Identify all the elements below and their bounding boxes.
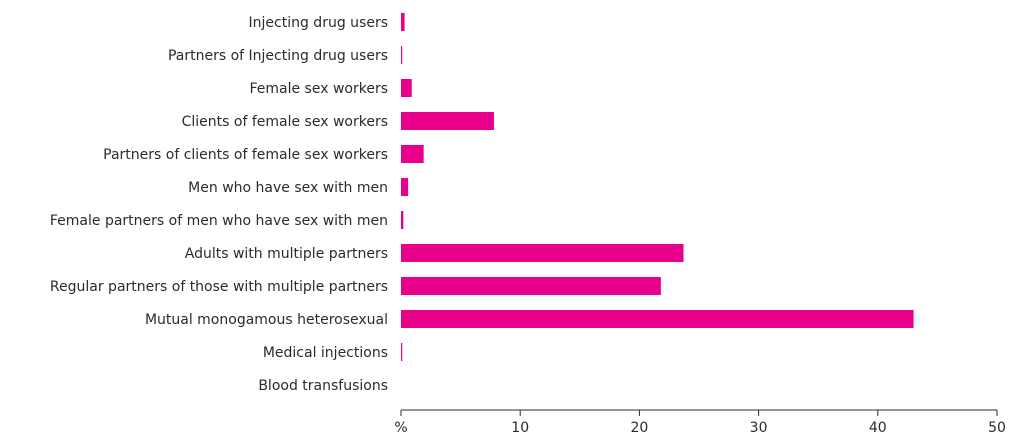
bar-clients-of-female-sex-workers [401,112,494,130]
category-label-injecting-drug-users: Injecting drug users [249,15,388,31]
bar-mutual-monogamous-heterosexual [401,310,914,328]
category-label-adults-with-multiple-partners: Adults with multiple partners [185,246,388,262]
bar-female-sex-workers [401,79,412,97]
category-label-clients-of-female-sex-workers: Clients of female sex workers [182,114,388,130]
x-tick-label-4: 40 [869,420,887,436]
bar-medical-injections [401,343,403,361]
category-labels: Injecting drug users Partners of Injectin… [50,15,388,394]
x-tick-label-1: 10 [511,420,529,436]
category-label-regular-partners-of-those-with-multiple-partners: Regular partners of those with multiple … [50,279,388,295]
category-label-partners-of-injecting-drug-users: Partners of Injecting drug users [168,48,388,64]
x-tick-label-3: 30 [750,420,768,436]
category-label-partners-of-clients-of-female-sex-workers: Partners of clients of female sex worker… [103,147,388,163]
bar-adults-with-multiple-partners [401,244,684,262]
bars-group [401,13,914,361]
bar-men-who-have-sex-with-men [401,178,409,196]
category-label-blood-transfusions: Blood transfusions [258,378,388,394]
x-axis: % 10 20 30 40 50 [394,409,1006,436]
category-label-mutual-monogamous-heterosexual: Mutual monogamous heterosexual [145,312,388,328]
bar-female-partners-of-men-who-have-sex-with-men [401,211,404,229]
category-label-female-sex-workers: Female sex workers [249,81,388,97]
bar-injecting-drug-users [401,13,405,31]
x-tick-label-5: 50 [988,420,1006,436]
category-label-men-who-have-sex-with-men: Men who have sex with men [188,180,388,196]
bar-partners-of-injecting-drug-users [401,46,403,64]
category-label-medical-injections: Medical injections [263,345,388,361]
category-label-female-partners-of-men-who-have-sex-with-men: Female partners of men who have sex with… [50,213,388,229]
x-tick-label-2: 20 [630,420,648,436]
bar-regular-partners-of-those-with-multiple-partners [401,277,661,295]
x-tick-label-0: % [394,420,407,436]
bar-partners-of-clients-of-female-sex-workers [401,145,424,163]
